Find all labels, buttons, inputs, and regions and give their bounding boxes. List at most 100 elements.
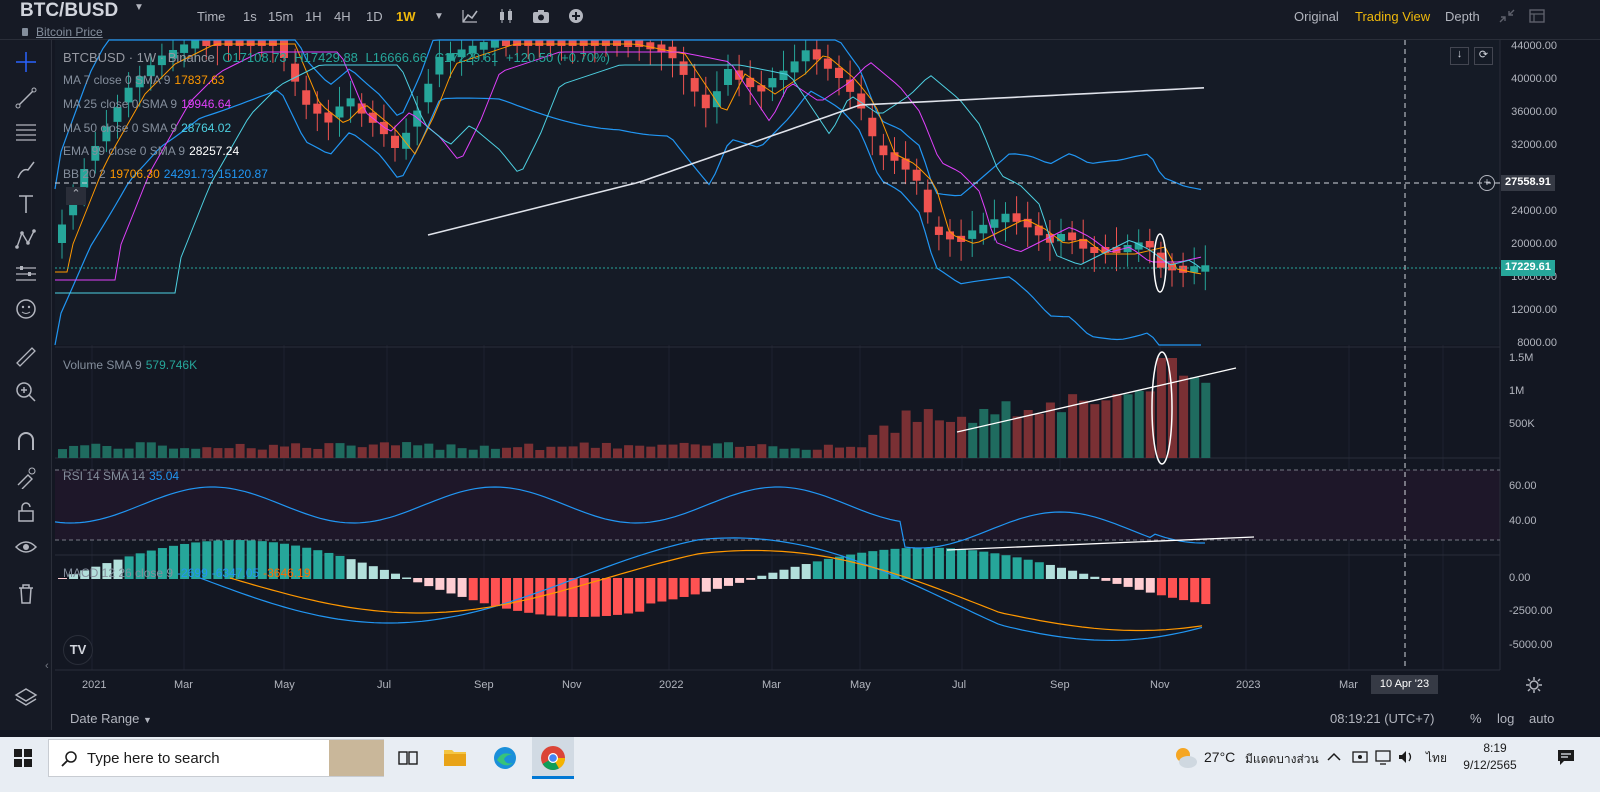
text-icon[interactable] xyxy=(14,192,38,216)
candle xyxy=(757,85,766,92)
brush-icon[interactable] xyxy=(14,158,38,182)
volume-trend-line[interactable] xyxy=(956,367,1237,433)
trash-icon[interactable] xyxy=(14,582,38,606)
reset-view-button[interactable]: ⟳ xyxy=(1474,47,1493,65)
macd-bar xyxy=(457,578,467,597)
fib-retracement-icon[interactable] xyxy=(14,120,38,144)
collapse-legend-button[interactable]: ⌃ xyxy=(66,187,86,205)
magnet-icon[interactable] xyxy=(14,430,38,454)
volume-icon[interactable] xyxy=(1397,748,1415,766)
trend-line-icon[interactable] xyxy=(14,86,38,110)
ma50-legend[interactable]: MA 50 close 0 SMA 9 28764.02 xyxy=(63,121,232,135)
auto-toggle[interactable]: auto xyxy=(1529,711,1555,726)
percent-toggle[interactable]: % xyxy=(1470,711,1482,726)
network-icon[interactable] xyxy=(1374,748,1392,766)
ma25-legend[interactable]: MA 25 close 0 SMA 9 19946.64 xyxy=(63,97,232,111)
volume-legend[interactable]: Volume SMA 9 579.746K xyxy=(63,358,198,372)
tradingview-logo[interactable]: TV xyxy=(63,635,93,665)
volume-bar xyxy=(1156,358,1166,458)
rsi-legend[interactable]: RSI 14 SMA 14 35.04 xyxy=(63,469,180,483)
add-icon[interactable] xyxy=(567,8,585,24)
ma25-line xyxy=(55,51,1202,281)
candle xyxy=(912,169,921,181)
timeframe-15m[interactable]: 15m xyxy=(268,9,294,24)
windows-start-icon[interactable] xyxy=(14,749,32,767)
candle xyxy=(457,49,466,58)
settings-icon[interactable] xyxy=(1525,676,1543,694)
chevron-up-icon[interactable] xyxy=(1326,749,1342,765)
ruler-icon[interactable] xyxy=(14,345,38,369)
ma7-legend[interactable]: MA 7 close 0 SMA 9 17837.63 xyxy=(63,73,225,87)
pattern-icon[interactable] xyxy=(14,227,38,251)
candle xyxy=(324,112,333,123)
candle xyxy=(768,78,777,88)
candle xyxy=(979,224,988,234)
scroll-down-button[interactable]: ↓ xyxy=(1450,47,1469,65)
chrome-taskbar-item[interactable] xyxy=(532,737,574,779)
candle xyxy=(923,189,932,213)
time-tick-label: May xyxy=(274,679,295,691)
zoom-in-icon[interactable] xyxy=(14,380,38,404)
indicators-icon[interactable] xyxy=(461,8,479,24)
candle xyxy=(1201,265,1210,272)
camera-icon[interactable] xyxy=(532,8,550,24)
symbol-title[interactable]: BTC/BUSD xyxy=(20,0,119,21)
log-toggle[interactable]: log xyxy=(1497,711,1515,726)
collapse-sidebar-icon[interactable]: ‹ xyxy=(45,660,49,672)
taskbar-date[interactable]: 9/12/2565 xyxy=(1463,758,1517,772)
weather-temp[interactable]: 27°C xyxy=(1204,749,1236,765)
layers-icon[interactable] xyxy=(14,685,38,709)
collapse-icon[interactable] xyxy=(1498,8,1516,24)
macd-bar xyxy=(701,578,711,592)
lock-drawing-icon[interactable] xyxy=(14,465,38,489)
date-range-button[interactable]: Date Range ▼ xyxy=(70,711,152,726)
volume-bar xyxy=(1057,412,1066,458)
volume-bar xyxy=(835,447,844,458)
volume-bar xyxy=(191,448,201,458)
timeframe-1h[interactable]: 1H xyxy=(305,9,322,24)
tab-time[interactable]: Time xyxy=(197,9,226,24)
add-alert-icon[interactable]: + xyxy=(1479,175,1495,191)
taskbar-search[interactable]: Type here to search xyxy=(48,739,384,777)
volume-bar xyxy=(757,444,767,458)
price-chart[interactable] xyxy=(0,0,1600,736)
notifications-icon[interactable] xyxy=(1556,748,1576,766)
meet-now-icon[interactable] xyxy=(1351,748,1369,766)
timeframe-1s[interactable]: 1s xyxy=(243,9,257,24)
highlight-ellipse[interactable] xyxy=(1153,233,1167,293)
timeframe-1d[interactable]: 1D xyxy=(366,9,383,24)
edge-browser-icon[interactable] xyxy=(492,745,518,771)
task-view-icon[interactable] xyxy=(398,749,418,767)
view-trading-view[interactable]: Trading View xyxy=(1355,9,1431,24)
candle xyxy=(446,53,455,61)
timeframe-4h[interactable]: 4H xyxy=(334,9,351,24)
candlestick-icon[interactable] xyxy=(497,8,515,24)
timeframe-1w[interactable]: 1W xyxy=(396,9,416,24)
bb-background xyxy=(55,40,1500,345)
emoji-icon[interactable] xyxy=(14,297,38,321)
view-depth[interactable]: Depth xyxy=(1445,9,1480,24)
ema99-legend[interactable]: EMA 99 close 0 SMA 9 28257.24 xyxy=(63,144,240,158)
file-explorer-icon[interactable] xyxy=(443,746,467,768)
weather-desc[interactable]: มีแดดบางส่วน xyxy=(1245,752,1319,766)
lock-icon[interactable] xyxy=(14,500,38,524)
volume-bar xyxy=(202,447,212,458)
crosshair-icon[interactable] xyxy=(14,50,38,74)
settings-icon[interactable] xyxy=(1528,8,1546,24)
view-original[interactable]: Original xyxy=(1294,9,1339,24)
timeframe-dropdown-icon[interactable]: ▼ xyxy=(434,11,444,22)
prediction-icon[interactable] xyxy=(14,262,38,286)
input-language[interactable]: ไทย xyxy=(1426,751,1447,765)
macd-legend[interactable]: MACD 12 26 close 9 -2699 -6347.05 -3646.19 xyxy=(63,566,311,580)
bb-legend[interactable]: BB 20 2 19706.30 24291.73 15120.87 xyxy=(63,167,268,181)
taskbar-time[interactable]: 8:19 xyxy=(1483,741,1507,755)
chevron-down-icon[interactable]: ▼ xyxy=(134,2,144,13)
macd-bar xyxy=(668,578,678,600)
volume-bar xyxy=(890,432,900,458)
ma50-line xyxy=(55,64,1202,294)
weather-icon[interactable] xyxy=(1173,745,1199,771)
rsi-trend-line[interactable] xyxy=(946,536,1255,551)
highlight-ellipse[interactable] xyxy=(1151,351,1173,465)
eye-icon[interactable] xyxy=(14,535,38,559)
subtitle-link[interactable]: Bitcoin Price xyxy=(22,25,103,39)
